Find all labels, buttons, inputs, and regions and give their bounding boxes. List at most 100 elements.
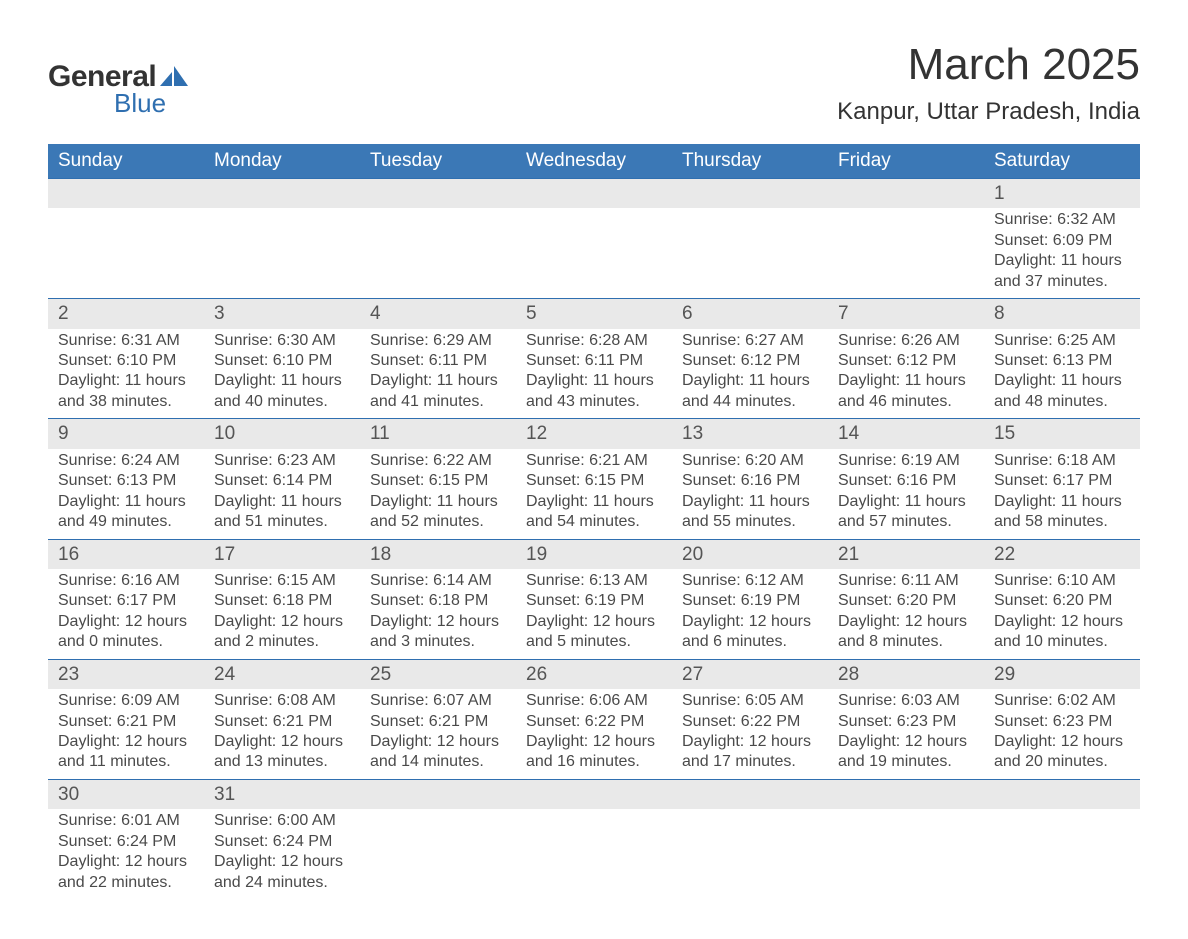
sunrise-line: Sunrise: 6:20 AM (682, 451, 818, 471)
sunrise-line: Sunrise: 6:06 AM (526, 691, 662, 711)
sunrise-line: Sunrise: 6:10 AM (994, 571, 1130, 591)
day-number-cell: 11 (360, 419, 516, 449)
day-number-cell: 26 (516, 659, 672, 689)
sunrise-line: Sunrise: 6:08 AM (214, 691, 350, 711)
sunrise-line: Sunrise: 6:13 AM (526, 571, 662, 591)
sunrise-line: Sunrise: 6:07 AM (370, 691, 506, 711)
daylight-line: Daylight: 11 hours and 58 minutes. (994, 492, 1130, 533)
daylight-line: Daylight: 11 hours and 43 minutes. (526, 371, 662, 412)
day-data-cell (984, 809, 1140, 899)
sunrise-line: Sunrise: 6:24 AM (58, 451, 194, 471)
daylight-line: Daylight: 11 hours and 49 minutes. (58, 492, 194, 533)
day-header: Saturday (984, 144, 1140, 179)
day-number-cell (828, 779, 984, 809)
sunrise-line: Sunrise: 6:28 AM (526, 331, 662, 351)
day-number-cell: 17 (204, 539, 360, 569)
sunrise-line: Sunrise: 6:00 AM (214, 811, 350, 831)
daylight-line: Daylight: 11 hours and 40 minutes. (214, 371, 350, 412)
day-header: Monday (204, 144, 360, 179)
calendar-header-row: SundayMondayTuesdayWednesdayThursdayFrid… (48, 144, 1140, 179)
sunrise-line: Sunrise: 6:15 AM (214, 571, 350, 591)
daylight-line: Daylight: 11 hours and 46 minutes. (838, 371, 974, 412)
sunrise-line: Sunrise: 6:01 AM (58, 811, 194, 831)
day-number-cell (360, 779, 516, 809)
sunrise-line: Sunrise: 6:02 AM (994, 691, 1130, 711)
daylight-line: Daylight: 11 hours and 38 minutes. (58, 371, 194, 412)
day-number-cell (984, 779, 1140, 809)
daylight-line: Daylight: 11 hours and 37 minutes. (994, 251, 1130, 292)
day-header: Wednesday (516, 144, 672, 179)
day-data-cell: Sunrise: 6:26 AMSunset: 6:12 PMDaylight:… (828, 329, 984, 419)
logo: General Blue (48, 60, 188, 119)
day-number-cell: 21 (828, 539, 984, 569)
sunrise-line: Sunrise: 6:18 AM (994, 451, 1130, 471)
sunrise-line: Sunrise: 6:32 AM (994, 210, 1130, 230)
month-title: March 2025 (837, 40, 1140, 90)
daylight-line: Daylight: 11 hours and 51 minutes. (214, 492, 350, 533)
daylight-line: Daylight: 11 hours and 57 minutes. (838, 492, 974, 533)
day-data-cell: Sunrise: 6:05 AMSunset: 6:22 PMDaylight:… (672, 689, 828, 779)
daylight-line: Daylight: 12 hours and 19 minutes. (838, 732, 974, 773)
day-number-cell: 13 (672, 419, 828, 449)
sunrise-line: Sunrise: 6:14 AM (370, 571, 506, 591)
day-number-cell: 12 (516, 419, 672, 449)
day-data-cell: Sunrise: 6:08 AMSunset: 6:21 PMDaylight:… (204, 689, 360, 779)
day-data-cell (516, 208, 672, 298)
day-number-cell: 3 (204, 299, 360, 329)
day-data-cell (516, 809, 672, 899)
sunset-line: Sunset: 6:22 PM (526, 712, 662, 732)
day-number-cell (516, 779, 672, 809)
sunset-line: Sunset: 6:13 PM (58, 471, 194, 491)
sunset-line: Sunset: 6:22 PM (682, 712, 818, 732)
sunset-line: Sunset: 6:11 PM (526, 351, 662, 371)
day-header: Friday (828, 144, 984, 179)
day-number-cell: 31 (204, 779, 360, 809)
sunrise-line: Sunrise: 6:30 AM (214, 331, 350, 351)
sunrise-line: Sunrise: 6:19 AM (838, 451, 974, 471)
calendar-table: SundayMondayTuesdayWednesdayThursdayFrid… (48, 144, 1140, 899)
day-number-cell: 8 (984, 299, 1140, 329)
header: General Blue March 2025 Kanpur, Uttar Pr… (48, 40, 1140, 126)
sunset-line: Sunset: 6:23 PM (994, 712, 1130, 732)
day-number-cell: 15 (984, 419, 1140, 449)
sunrise-line: Sunrise: 6:23 AM (214, 451, 350, 471)
sunset-line: Sunset: 6:10 PM (214, 351, 350, 371)
sunrise-line: Sunrise: 6:27 AM (682, 331, 818, 351)
day-data-cell: Sunrise: 6:31 AMSunset: 6:10 PMDaylight:… (48, 329, 204, 419)
sunset-line: Sunset: 6:21 PM (58, 712, 194, 732)
daylight-line: Daylight: 12 hours and 2 minutes. (214, 612, 350, 653)
sunset-line: Sunset: 6:17 PM (58, 591, 194, 611)
sunset-line: Sunset: 6:17 PM (994, 471, 1130, 491)
sunrise-line: Sunrise: 6:22 AM (370, 451, 506, 471)
day-number-cell: 18 (360, 539, 516, 569)
daylight-line: Daylight: 12 hours and 6 minutes. (682, 612, 818, 653)
sunrise-line: Sunrise: 6:12 AM (682, 571, 818, 591)
day-data-cell: Sunrise: 6:11 AMSunset: 6:20 PMDaylight:… (828, 569, 984, 659)
day-number-cell (204, 179, 360, 209)
day-data-cell: Sunrise: 6:12 AMSunset: 6:19 PMDaylight:… (672, 569, 828, 659)
day-number-cell (672, 179, 828, 209)
sunset-line: Sunset: 6:09 PM (994, 231, 1130, 251)
day-data-cell: Sunrise: 6:07 AMSunset: 6:21 PMDaylight:… (360, 689, 516, 779)
day-data-cell (204, 208, 360, 298)
sunrise-line: Sunrise: 6:25 AM (994, 331, 1130, 351)
day-number-cell: 1 (984, 179, 1140, 209)
daylight-line: Daylight: 12 hours and 16 minutes. (526, 732, 662, 773)
day-data-cell: Sunrise: 6:27 AMSunset: 6:12 PMDaylight:… (672, 329, 828, 419)
daylight-line: Daylight: 12 hours and 22 minutes. (58, 852, 194, 893)
day-number-cell: 28 (828, 659, 984, 689)
day-data-cell: Sunrise: 6:06 AMSunset: 6:22 PMDaylight:… (516, 689, 672, 779)
day-number-cell: 16 (48, 539, 204, 569)
day-header: Sunday (48, 144, 204, 179)
day-number-cell: 6 (672, 299, 828, 329)
sunset-line: Sunset: 6:16 PM (682, 471, 818, 491)
sunset-line: Sunset: 6:23 PM (838, 712, 974, 732)
sunrise-line: Sunrise: 6:21 AM (526, 451, 662, 471)
daylight-line: Daylight: 12 hours and 17 minutes. (682, 732, 818, 773)
day-number-cell: 4 (360, 299, 516, 329)
day-header: Thursday (672, 144, 828, 179)
day-number-cell: 23 (48, 659, 204, 689)
day-number-cell: 7 (828, 299, 984, 329)
sunset-line: Sunset: 6:21 PM (214, 712, 350, 732)
sunrise-line: Sunrise: 6:26 AM (838, 331, 974, 351)
